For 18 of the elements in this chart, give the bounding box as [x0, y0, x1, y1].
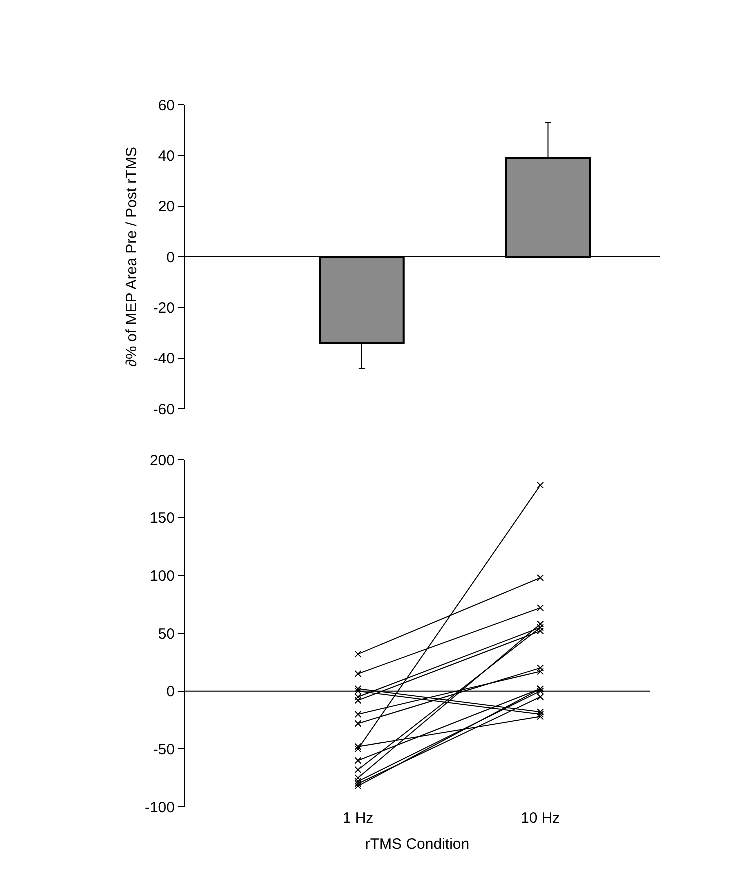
- y-tick-label: -100: [144, 799, 175, 816]
- y-tick-label: -50: [153, 741, 175, 758]
- y-tick-label: 50: [158, 626, 175, 643]
- y-tick-label: 40: [158, 148, 175, 165]
- y-tick-label: 150: [150, 510, 175, 528]
- y-tick-label: 0: [166, 249, 175, 266]
- y-tick-label: -60: [153, 401, 175, 418]
- y-tick-label: 60: [158, 97, 175, 114]
- y-tick-label: 0: [166, 684, 175, 701]
- y-axis-title: ∂% of MEP Area Pre / Post rTMS: [124, 147, 141, 367]
- y-tick-label: 200: [150, 452, 175, 470]
- y-tick-label: 100: [150, 568, 175, 585]
- x-tick-label: 1 Hz: [342, 810, 374, 827]
- x-axis-title: rTMS Condition: [365, 836, 470, 853]
- y-tick-label: -20: [153, 300, 175, 317]
- y-tick-label: 20: [158, 198, 175, 216]
- y-tick-label: -40: [153, 350, 175, 368]
- x-tick-label: 10 Hz: [520, 810, 560, 827]
